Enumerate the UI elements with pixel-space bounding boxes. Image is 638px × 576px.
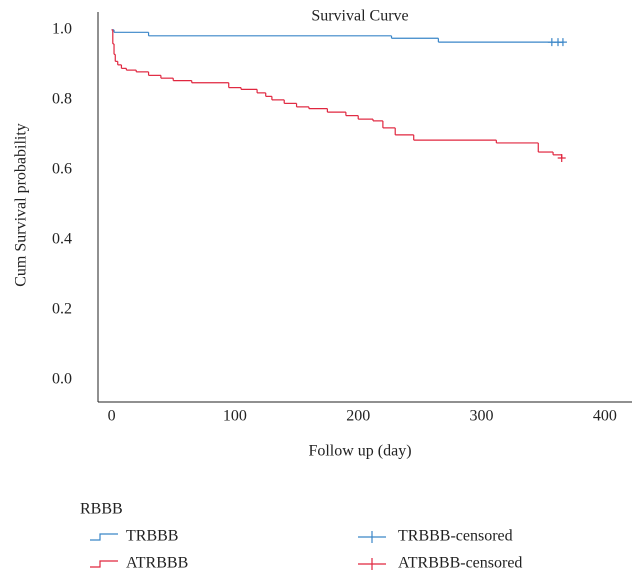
legend-censor-icon: [358, 558, 386, 570]
legend-title: RBBB: [80, 501, 123, 518]
y-tick-label: 0.0: [52, 371, 72, 388]
legend-label: ATRBBB: [126, 555, 188, 572]
y-axis-label: Cum Survival probability: [13, 123, 30, 287]
y-tick-label: 0.4: [52, 231, 72, 248]
censor-mark: [557, 153, 566, 162]
y-tick-label: 0.2: [52, 301, 72, 318]
legend-line-icon: [90, 560, 118, 568]
y-tick-label: 0.8: [52, 91, 72, 108]
y-tick-label: 1.0: [52, 21, 72, 38]
legend-line-icon: [90, 533, 118, 541]
chart-title: Survival Curve: [311, 8, 408, 25]
x-axis-label: Follow up (day): [308, 443, 411, 460]
x-tick-label: 100: [223, 408, 247, 425]
x-tick-label: 400: [593, 408, 617, 425]
legend-censor-icon: [358, 531, 386, 543]
y-tick-label: 0.6: [52, 161, 72, 178]
x-tick-label: 0: [108, 408, 116, 425]
censor-mark: [558, 38, 567, 47]
legend-label: TRBBB: [126, 528, 178, 545]
legend-label: ATRBBB-censored: [398, 555, 522, 572]
x-tick-label: 300: [470, 408, 494, 425]
legend-label: TRBBB-censored: [398, 528, 513, 545]
x-tick-label: 200: [346, 408, 370, 425]
